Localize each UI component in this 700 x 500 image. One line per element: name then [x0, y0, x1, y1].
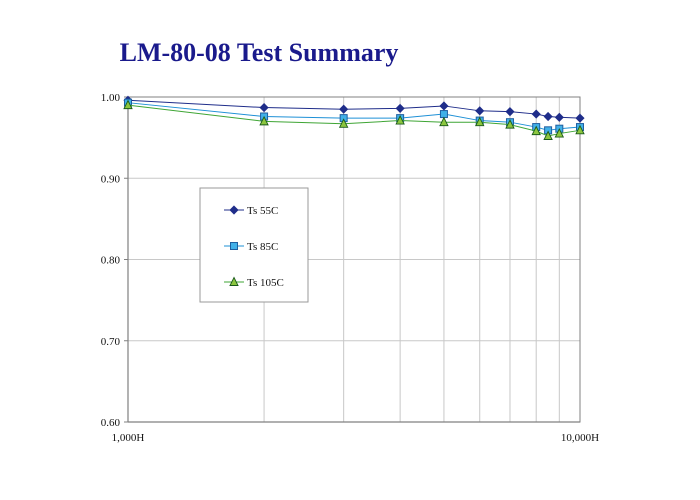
- data-point: [395, 115, 405, 125]
- legend-item: Ts 105C: [224, 276, 284, 289]
- series-2: [124, 98, 584, 135]
- data-point: [575, 113, 585, 123]
- y-tick-label: 0.90: [101, 173, 121, 185]
- data-point: [259, 115, 269, 126]
- x-tick-label: 1,000H: [112, 432, 145, 444]
- data-point: [554, 112, 564, 122]
- data-point: [543, 130, 553, 140]
- data-point: [505, 119, 515, 129]
- y-tick-label: 0.60: [101, 417, 121, 429]
- data-point: [475, 106, 485, 116]
- data-point: [339, 104, 349, 114]
- data-point: [531, 125, 541, 136]
- data-point: [395, 103, 405, 113]
- gridlines: [127, 96, 581, 423]
- legend: Ts 55C Ts 85C Ts 105C: [199, 187, 309, 303]
- y-tick-label: 0.80: [101, 255, 121, 267]
- data-point: [439, 101, 449, 111]
- data-point: [474, 116, 485, 127]
- legend-marker: [229, 276, 239, 286]
- legend-box: [199, 187, 309, 303]
- axes: [124, 96, 580, 423]
- data-point: [505, 107, 515, 117]
- data-point: [338, 118, 349, 128]
- legend-label: Ts 55C: [247, 205, 278, 217]
- legend-item: Ts 85C: [224, 241, 278, 253]
- legend-marker: [229, 205, 239, 215]
- data-point: [575, 124, 585, 135]
- data-point: [439, 116, 449, 127]
- data-point: [123, 99, 133, 110]
- y-tick-label: 1.00: [101, 92, 121, 104]
- tick-labels: 0.60 0.70 0.80 0.90 1.00 1,000H 10,000H: [101, 92, 599, 444]
- legend-label: Ts 105C: [247, 277, 284, 289]
- legend-item: Ts 55C: [224, 205, 278, 217]
- y-tick-label: 0.70: [101, 336, 121, 348]
- series-layer: [123, 95, 585, 140]
- data-point: [259, 102, 269, 113]
- x-tick-label: 10,000H: [561, 432, 599, 444]
- series-3: [123, 99, 585, 140]
- data-point: [543, 111, 553, 122]
- data-point: [439, 110, 448, 119]
- legend-label: Ts 85C: [247, 241, 278, 253]
- data-point: [554, 128, 565, 138]
- data-point: [531, 109, 541, 119]
- page-title: LM-80-08 Test Summary: [119, 38, 399, 67]
- legend-marker: [230, 242, 238, 250]
